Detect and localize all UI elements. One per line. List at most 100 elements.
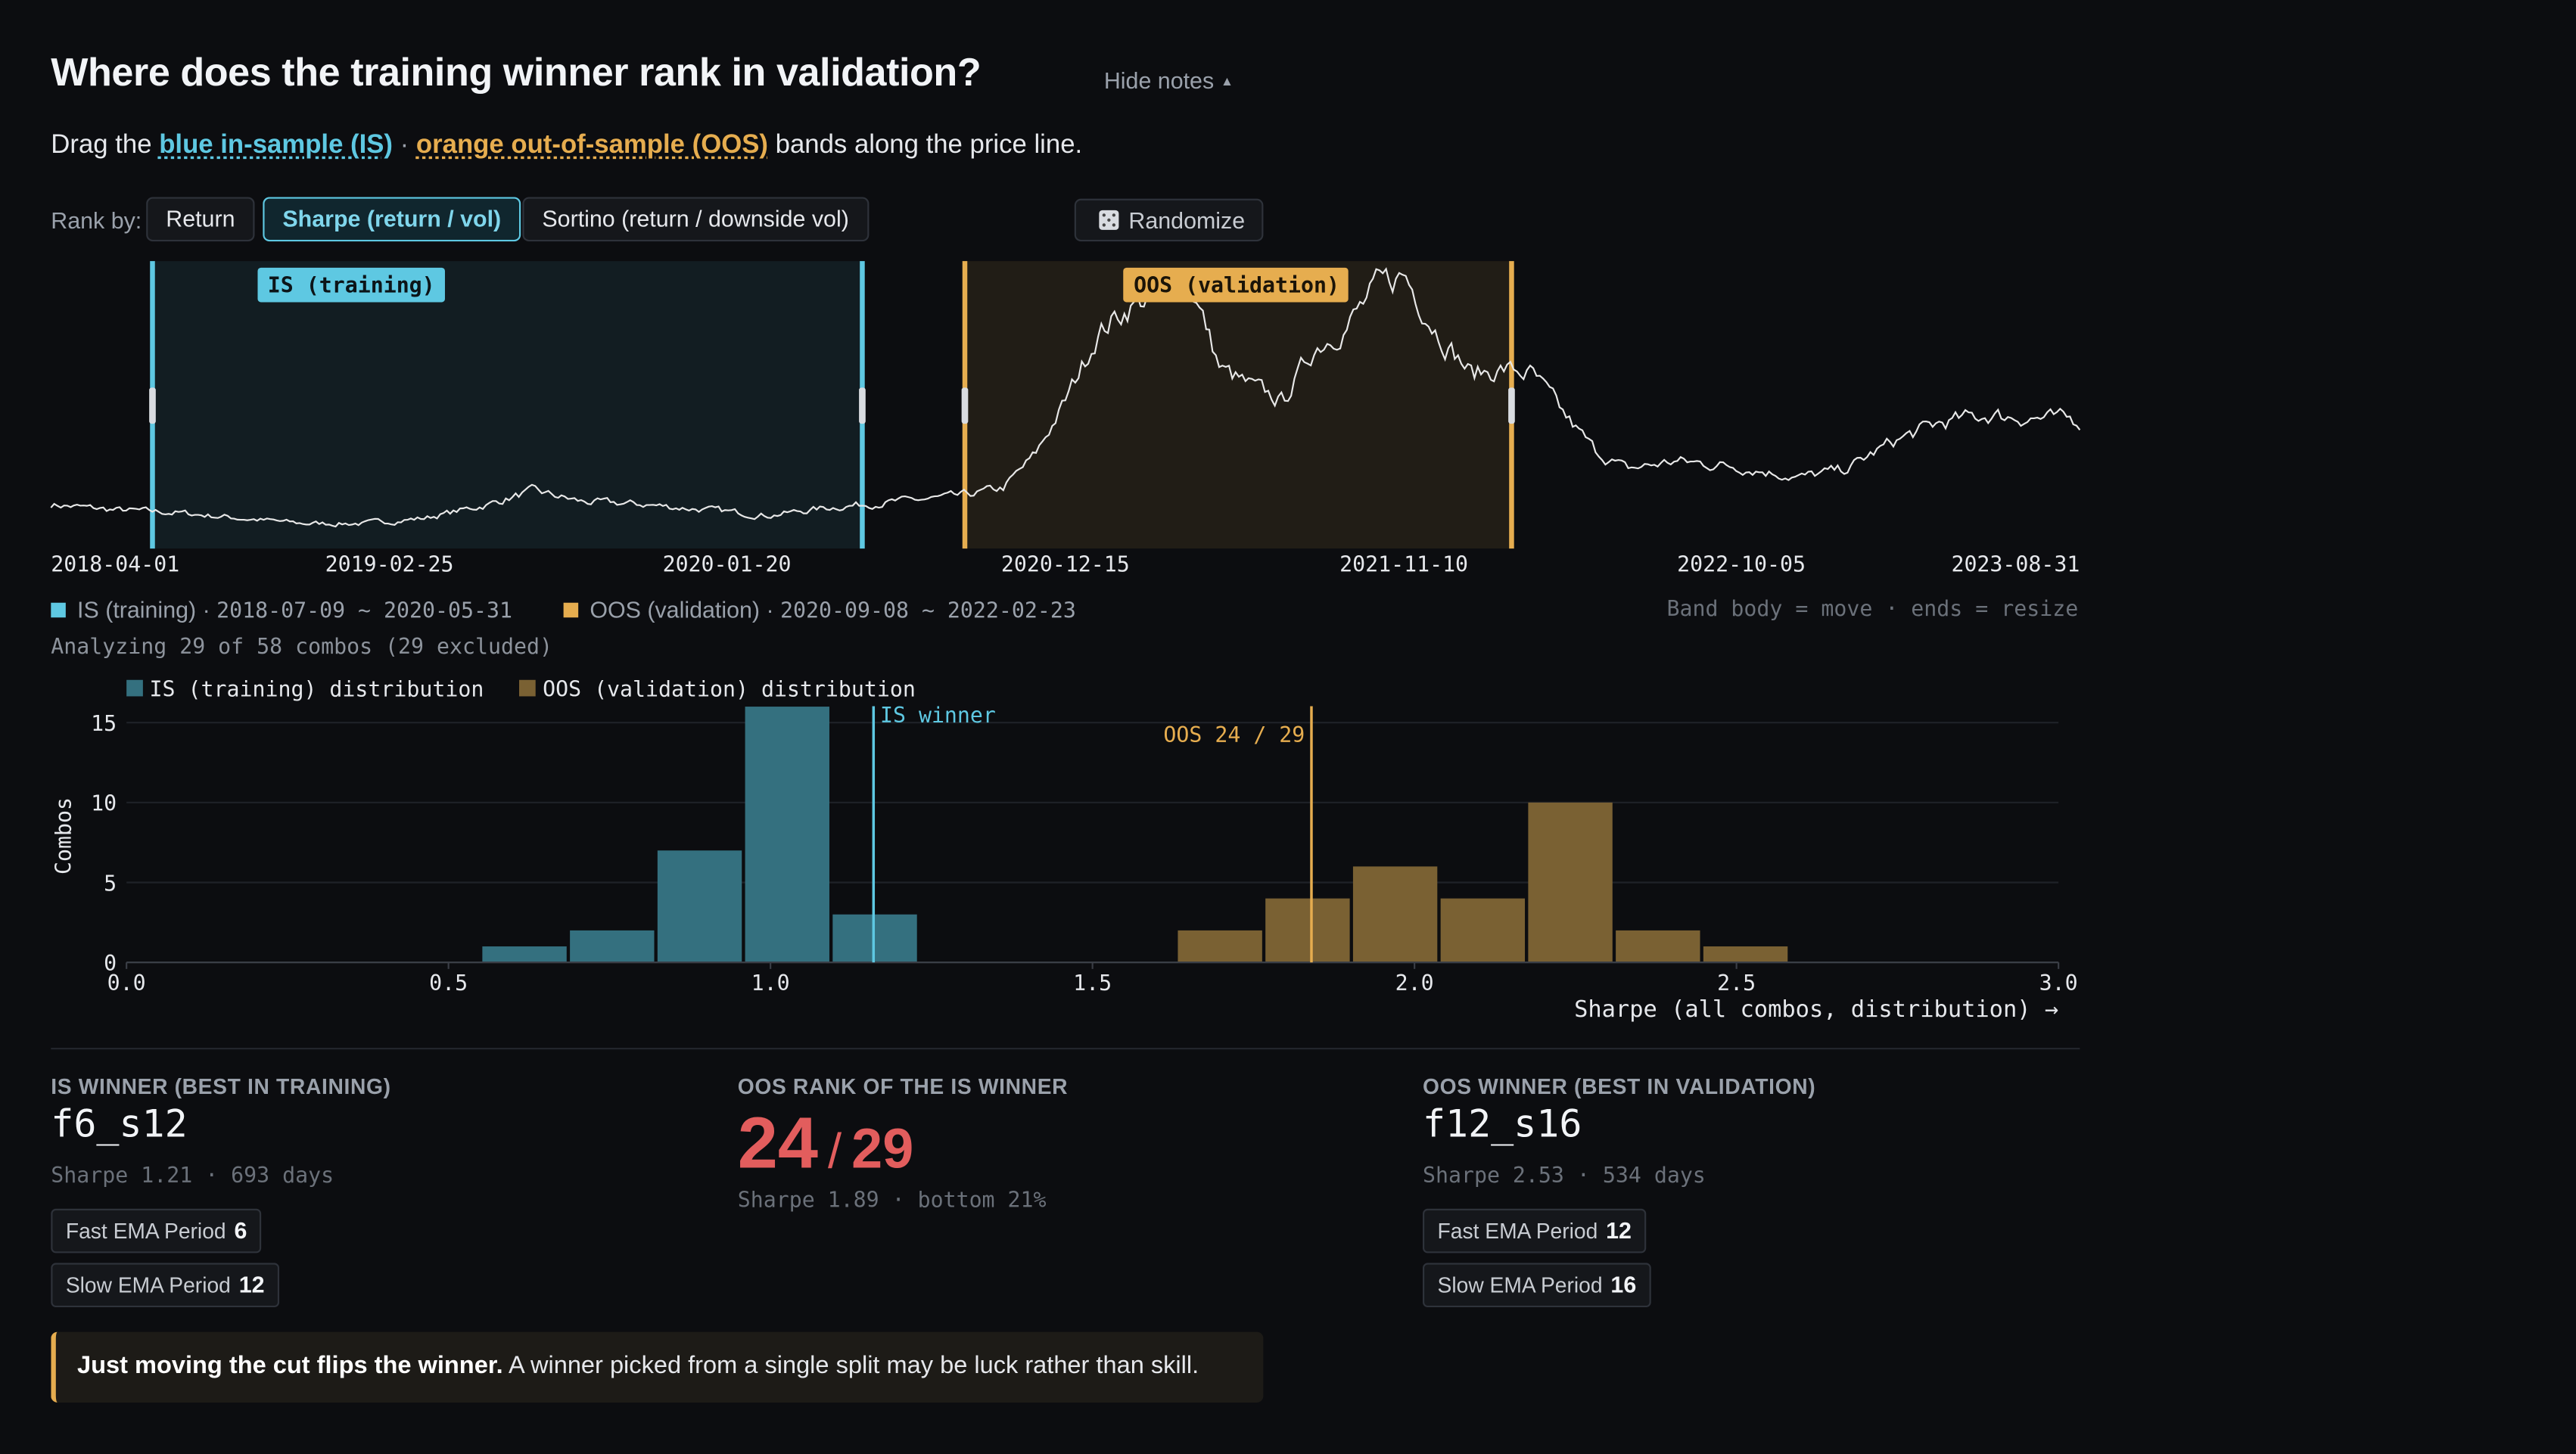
oos-band-left-handle[interactable] — [961, 387, 969, 424]
oos-band-tag-label: OOS (validation) — [1134, 272, 1339, 297]
is-winner-code: f6_s12 — [51, 1103, 188, 1147]
oos-rank-value: 24/29 — [738, 1104, 914, 1186]
oos-histogram-bar — [1265, 898, 1350, 963]
price-chart: IS (training) OOS (validation) 2018-04-0… — [50, 261, 2081, 576]
histogram-bars — [482, 707, 1788, 963]
is-band[interactable] — [152, 261, 863, 549]
is-histogram-bar — [482, 946, 567, 963]
is-histogram-bar — [745, 707, 829, 963]
insight-note: Just moving the cut flips the winner. A … — [51, 1331, 1264, 1403]
x-axis-tick: 1.0 — [751, 971, 790, 996]
randomize-label: Randomize — [1128, 207, 1246, 234]
is-winner-marker-label: IS winner — [880, 703, 996, 728]
histogram-annotations: IS winner OOS 24 / 29 — [872, 703, 1313, 963]
oos-band[interactable] — [964, 261, 1512, 549]
oos-rank-label: OOS RANK OF THE IS WINNER — [737, 1073, 1069, 1099]
oos-fast-ema-chip: Fast EMA Period 12 — [1422, 1208, 1647, 1254]
randomize-button[interactable]: Randomize — [1074, 198, 1264, 242]
note-bold: Just moving the cut flips the winner. — [77, 1351, 503, 1380]
legend-oos-sep: · — [766, 596, 774, 623]
band-hint: Band body = move · ends = resize — [1666, 598, 2079, 623]
dice-icon — [1099, 210, 1119, 230]
rank-by-label: Rank by: — [51, 207, 142, 234]
param-name: Slow EMA Period — [65, 1272, 231, 1298]
oos-histogram-bar — [1616, 930, 1700, 963]
price-line — [50, 267, 2081, 528]
hide-notes-toggle[interactable]: Hide notes ▲ — [1104, 67, 1234, 94]
section-divider — [51, 1048, 2080, 1050]
legend-is-range: 2018-07-09 ~ 2020-05-31 — [216, 599, 512, 624]
histogram-axes: 0.0 0.5 1.0 1.5 2.0 2.5 3.0 0 5 10 15 — [91, 711, 2077, 996]
price-x-tick: 2018-04-01 — [51, 551, 179, 576]
price-x-tick: 2022-10-05 — [1677, 551, 1806, 576]
is-winner-meta: Sharpe 1.21 · 693 days — [51, 1164, 334, 1189]
oos-winner-label: OOS WINNER (BEST IN VALIDATION) — [1422, 1073, 1816, 1099]
oos-histogram-bar — [1178, 930, 1262, 963]
rank-return-button[interactable]: Return — [146, 197, 255, 242]
y-axis-tick: 10 — [91, 791, 117, 816]
x-axis-tick: 2.5 — [1717, 971, 1756, 996]
subtitle: Drag the blue in-sample (IS) · orange ou… — [51, 132, 1082, 161]
y-axis-title: Combos — [51, 797, 76, 875]
legend-oos-range: 2020-09-08 ~ 2022-02-23 — [780, 599, 1076, 624]
rank-slash: / — [828, 1125, 842, 1179]
histogram-grid — [126, 722, 2059, 964]
oos-dist-label: OOS (validation) distribution — [543, 678, 916, 704]
oos-range-legend: OOS (validation) · 2020-09-08 ~ 2022-02-… — [563, 596, 1076, 624]
oos-histogram-bar — [1352, 866, 1438, 963]
param-value: 16 — [1610, 1271, 1637, 1298]
x-axis-tick: 3.0 — [2039, 971, 2078, 996]
oos-slow-ema-chip: Slow EMA Period 16 — [1422, 1263, 1651, 1308]
param-value: 12 — [238, 1271, 265, 1298]
is-histogram-bar — [657, 850, 742, 963]
sharpe-histogram: 0.0 0.5 1.0 1.5 2.0 2.5 3.0 0 5 10 15 IS winner OOS… — [51, 703, 2077, 1023]
param-name: Fast EMA Period — [1437, 1218, 1598, 1244]
oos-band-link[interactable]: orange out-of-sample (OOS) — [415, 131, 768, 160]
oos-winner-code: f12_s16 — [1422, 1103, 1582, 1147]
oos-winner-meta: Sharpe 2.53 · 534 days — [1422, 1164, 1706, 1189]
price-x-tick: 2021-11-10 — [1339, 551, 1468, 576]
y-axis-tick: 0 — [104, 951, 117, 976]
is-band-link[interactable]: blue in-sample (IS) — [159, 131, 394, 160]
oos-dist-swatch — [519, 679, 537, 697]
oos-rank-marker-label: OOS 24 / 29 — [1163, 722, 1305, 747]
analyzing-status: Analyzing 29 of 58 combos (29 excluded) — [51, 635, 552, 660]
param-value: 12 — [1606, 1216, 1632, 1244]
oos-histogram-bar — [1528, 802, 1613, 963]
rank-total: 29 — [851, 1118, 914, 1181]
x-axis-title: Sharpe (all combos, distribution) → — [1574, 996, 2058, 1023]
oos-swatch — [563, 602, 579, 618]
caret-up-icon: ▲ — [1220, 73, 1234, 89]
subtitle-prefix: Drag the — [51, 131, 152, 160]
oos-histogram-bar — [1703, 946, 1788, 963]
is-band-right-handle[interactable] — [859, 387, 866, 424]
oos-band-tag: OOS (validation) — [1123, 267, 1349, 303]
rank-sharpe-button[interactable]: Sharpe (return / vol) — [263, 197, 521, 242]
price-x-tick: 2020-12-15 — [1001, 551, 1130, 576]
is-range-legend: IS (training) · 2018-07-09 ~ 2020-05-31 — [51, 596, 512, 624]
oos-band-right-handle[interactable] — [1508, 387, 1515, 424]
param-value: 6 — [234, 1216, 247, 1244]
note-text: A winner picked from a single split may … — [508, 1351, 1199, 1380]
page-title: Where does the training winner rank in v… — [51, 51, 982, 95]
param-name: Fast EMA Period — [65, 1218, 226, 1244]
y-axis-tick: 5 — [104, 871, 117, 896]
is-band-left-handle[interactable] — [149, 387, 156, 424]
is-slow-ema-chip: Slow EMA Period 12 — [51, 1263, 280, 1308]
histogram-legend: IS (training) distribution OOS (validati… — [126, 678, 916, 704]
price-x-tick: 2019-02-25 — [325, 551, 454, 576]
oos-rank-meta: Sharpe 1.89 · bottom 21% — [737, 1188, 1047, 1214]
subtitle-suffix: bands along the price line. — [775, 131, 1083, 160]
x-axis-tick: 1.5 — [1073, 971, 1112, 996]
price-x-tick: 2020-01-20 — [663, 551, 792, 576]
price-x-tick: 2023-08-31 — [1951, 551, 2080, 576]
x-axis-tick: 2.0 — [1395, 971, 1434, 996]
subtitle-separator: · — [400, 131, 409, 160]
is-dist-label: IS (training) distribution — [149, 678, 484, 704]
legend-is-label: IS (training) — [77, 596, 197, 623]
is-dist-swatch — [126, 679, 143, 697]
is-swatch — [51, 602, 66, 618]
legend-is-sep: · — [202, 596, 210, 623]
rank-sortino-button[interactable]: Sortino (return / downside vol) — [522, 197, 869, 242]
